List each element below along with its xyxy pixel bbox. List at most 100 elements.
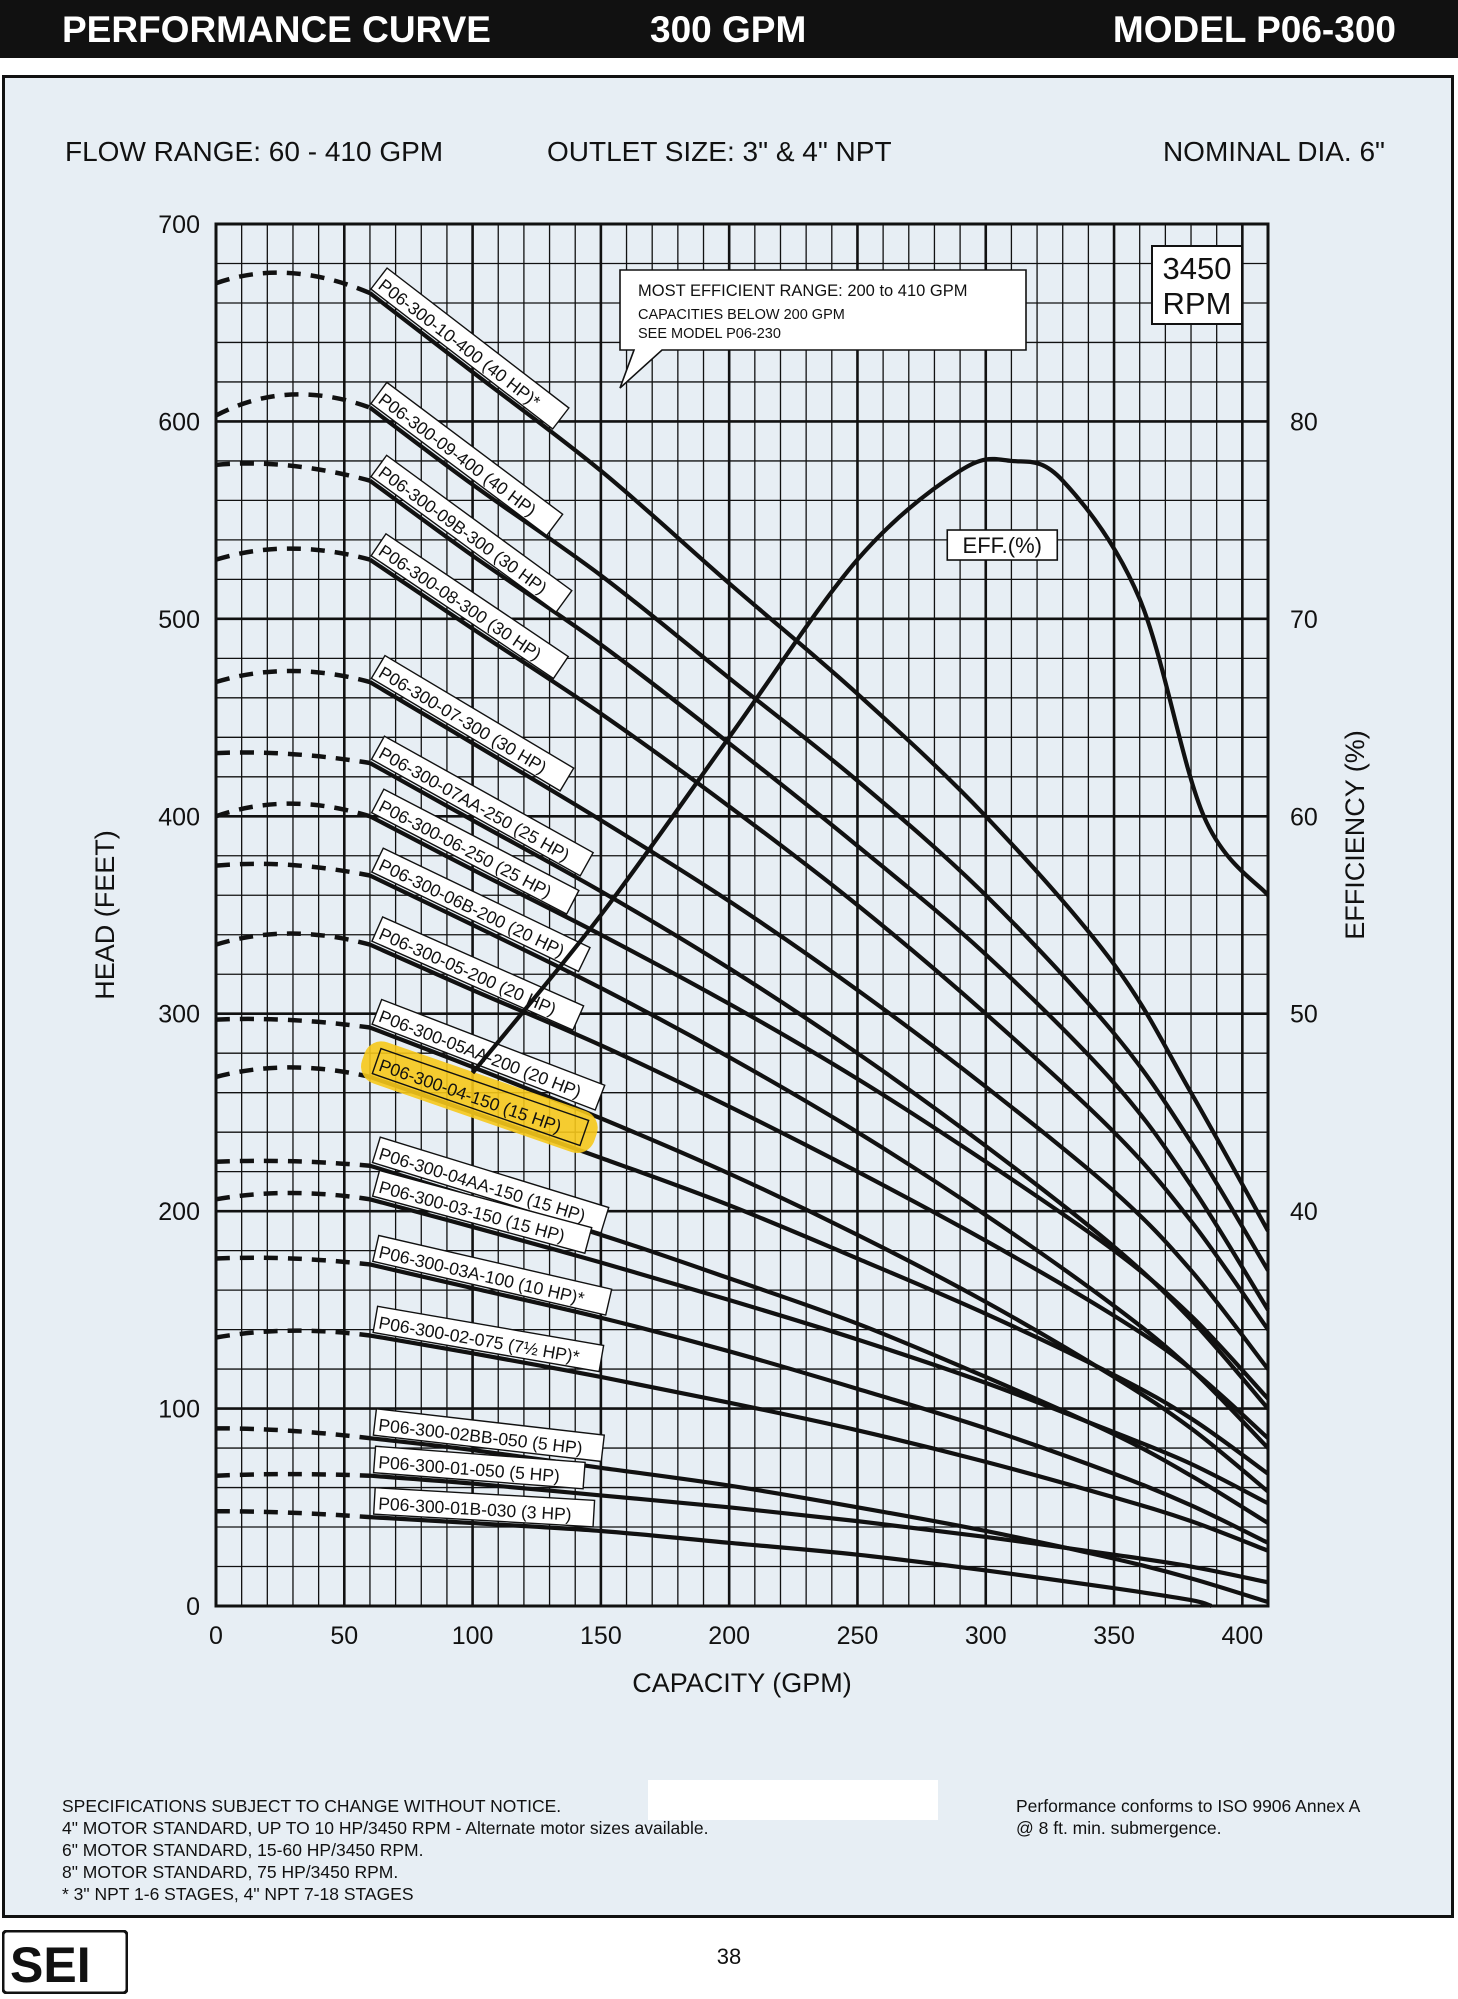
- series-dashed-line: [215, 1190, 371, 1202]
- series-line: [368, 291, 1270, 1232]
- series-dashed-line: [215, 931, 371, 947]
- series-dashed-line: [215, 270, 371, 296]
- series-line: [368, 478, 1270, 1311]
- x-tick-label: 0: [209, 1622, 223, 1650]
- y-tick-label: 600: [158, 408, 200, 436]
- x-tick-label: 350: [1093, 1622, 1135, 1650]
- series-dashed-line: [215, 1016, 371, 1030]
- series-line: [369, 1515, 1213, 1609]
- series-dashed-line: [215, 1158, 371, 1168]
- series-dashed-line: [215, 801, 371, 819]
- series-label-box: [369, 381, 564, 537]
- header-capacity: 300 GPM: [650, 9, 807, 50]
- x-tick-label: 300: [965, 1622, 1007, 1650]
- blank-box: [648, 1780, 938, 1820]
- y2-tick-label: 70: [1290, 606, 1318, 634]
- series-line: [369, 942, 1270, 1440]
- series-group: P06-300-02BB-050 (5 HP): [215, 1408, 1269, 1605]
- header-title: PERFORMANCE CURVE: [62, 9, 491, 50]
- rpm-value: 3450: [1163, 251, 1232, 286]
- series-dashed-line: [214, 392, 371, 418]
- rpm-box-frame: [1151, 245, 1243, 325]
- x-axis-label: CAPACITY (GPM): [632, 1668, 852, 1698]
- svg-text:SEI: SEI: [10, 1937, 91, 1993]
- y-tick-label: 700: [158, 211, 200, 239]
- x-tick-label: 150: [580, 1622, 622, 1650]
- series-label-box: [371, 1136, 610, 1234]
- series-dashed-line: [215, 1508, 371, 1520]
- series-line: [369, 1473, 1269, 1585]
- note-line: SPECIFICATIONS SUBJECT TO CHANGE WITHOUT…: [62, 1796, 562, 1816]
- series-line: [368, 814, 1270, 1401]
- x-tick-label: 100: [452, 1622, 494, 1650]
- y-tick-label: 0: [186, 1593, 200, 1621]
- rpm-unit: RPM: [1163, 286, 1232, 321]
- series-label-box: [370, 654, 575, 792]
- y-tick-label: 500: [158, 606, 200, 634]
- series-dashed-line: [215, 668, 371, 685]
- header-model: MODEL P06-300: [1112, 9, 1396, 50]
- series-line: [368, 405, 1270, 1272]
- plot-border: [214, 222, 1270, 1608]
- x-tick-label: 250: [837, 1622, 879, 1650]
- plot-area: [216, 224, 1268, 1606]
- y-tick-label: 300: [158, 1001, 200, 1029]
- series-line: [369, 1025, 1270, 1494]
- series-label-box: [371, 1169, 593, 1255]
- series-label-box: [372, 1408, 606, 1463]
- series-line: [369, 1333, 1269, 1553]
- series-line: [368, 557, 1270, 1331]
- y2-tick-label: 50: [1290, 1001, 1318, 1029]
- y2-axis-label: EFFICIENCY (%): [1340, 730, 1370, 940]
- callout-line: CAPACITIES BELOW 200 GPM: [638, 307, 845, 323]
- flow-range: FLOW RANGE: 60 - 410 GPM: [65, 136, 444, 167]
- outlet-size: OUTLET SIZE: 3" & 4" NPT: [547, 136, 892, 167]
- y-tick-label: 100: [158, 1396, 200, 1424]
- series-dashed-line: [215, 1065, 371, 1080]
- series-label-box: [371, 1234, 613, 1316]
- callout-line: MOST EFFICIENT RANGE: 200 to 410 GPM: [638, 282, 967, 300]
- series-dashed-line: [215, 461, 371, 483]
- series-label-box: [372, 1305, 605, 1373]
- page-header: PERFORMANCE CURVE 300 GPM MODEL P06-300: [0, 0, 1458, 58]
- note-line: 8" MOTOR STANDARD, 75 HP/3450 RPM.: [62, 1862, 399, 1882]
- y2-tick-label: 80: [1290, 408, 1318, 436]
- series-line: [369, 1262, 1269, 1545]
- efficiency-label-box: [946, 529, 1059, 561]
- series-label-box: [372, 1445, 586, 1490]
- note-line: @ 8 ft. min. submergence.: [1016, 1818, 1222, 1838]
- series-label-box: [370, 788, 580, 915]
- series-group: P06-300-01B-030 (3 HP): [215, 1486, 1213, 1609]
- page-number: 38: [716, 1944, 742, 1969]
- efficiency-label-text: EFF.(%): [963, 533, 1042, 558]
- y-tick-label: 200: [158, 1198, 200, 1226]
- series-label-highlight: [361, 1041, 598, 1154]
- series-label-box: [370, 735, 595, 877]
- note-line: 4" MOTOR STANDARD, UP TO 10 HP/3450 RPM …: [62, 1818, 709, 1838]
- efficiency-line: [470, 456, 1270, 1075]
- series-dashed-line: [215, 750, 371, 766]
- note-line: 6" MOTOR STANDARD, 15-60 HP/3450 RPM.: [62, 1840, 424, 1860]
- series-group: P06-300-01-050 (5 HP): [215, 1445, 1269, 1585]
- series-label-box: [370, 532, 570, 680]
- iso-notes: Performance conforms to ISO 9906 Annex A…: [1016, 1795, 1360, 1839]
- x-tick-label: 200: [708, 1622, 750, 1650]
- series-dashed-line: [215, 1328, 371, 1340]
- series-line: [369, 873, 1270, 1450]
- series-line: [368, 680, 1270, 1371]
- series-label-box: [371, 1047, 590, 1147]
- x-tick-label: 400: [1221, 1622, 1263, 1650]
- series-dashed-line: [215, 1426, 371, 1441]
- head-curves: P06-300-10-400 (40 HP)*P06-300-09-400 (4…: [214, 267, 1270, 1609]
- x-tick-label: 50: [330, 1622, 358, 1650]
- y-tick-label: 400: [158, 803, 200, 831]
- note-line: * 3" NPT 1-6 STAGES, 4" NPT 7-18 STAGES: [62, 1884, 414, 1904]
- efficiency-label: EFF.(%): [946, 529, 1059, 561]
- series-line: [369, 1436, 1269, 1605]
- callout-line: SEE MODEL P06-230: [638, 326, 781, 342]
- y-axis-label: HEAD (FEET): [90, 830, 120, 1000]
- y2-tick-label: 60: [1290, 803, 1318, 831]
- series-label-box: [370, 847, 591, 973]
